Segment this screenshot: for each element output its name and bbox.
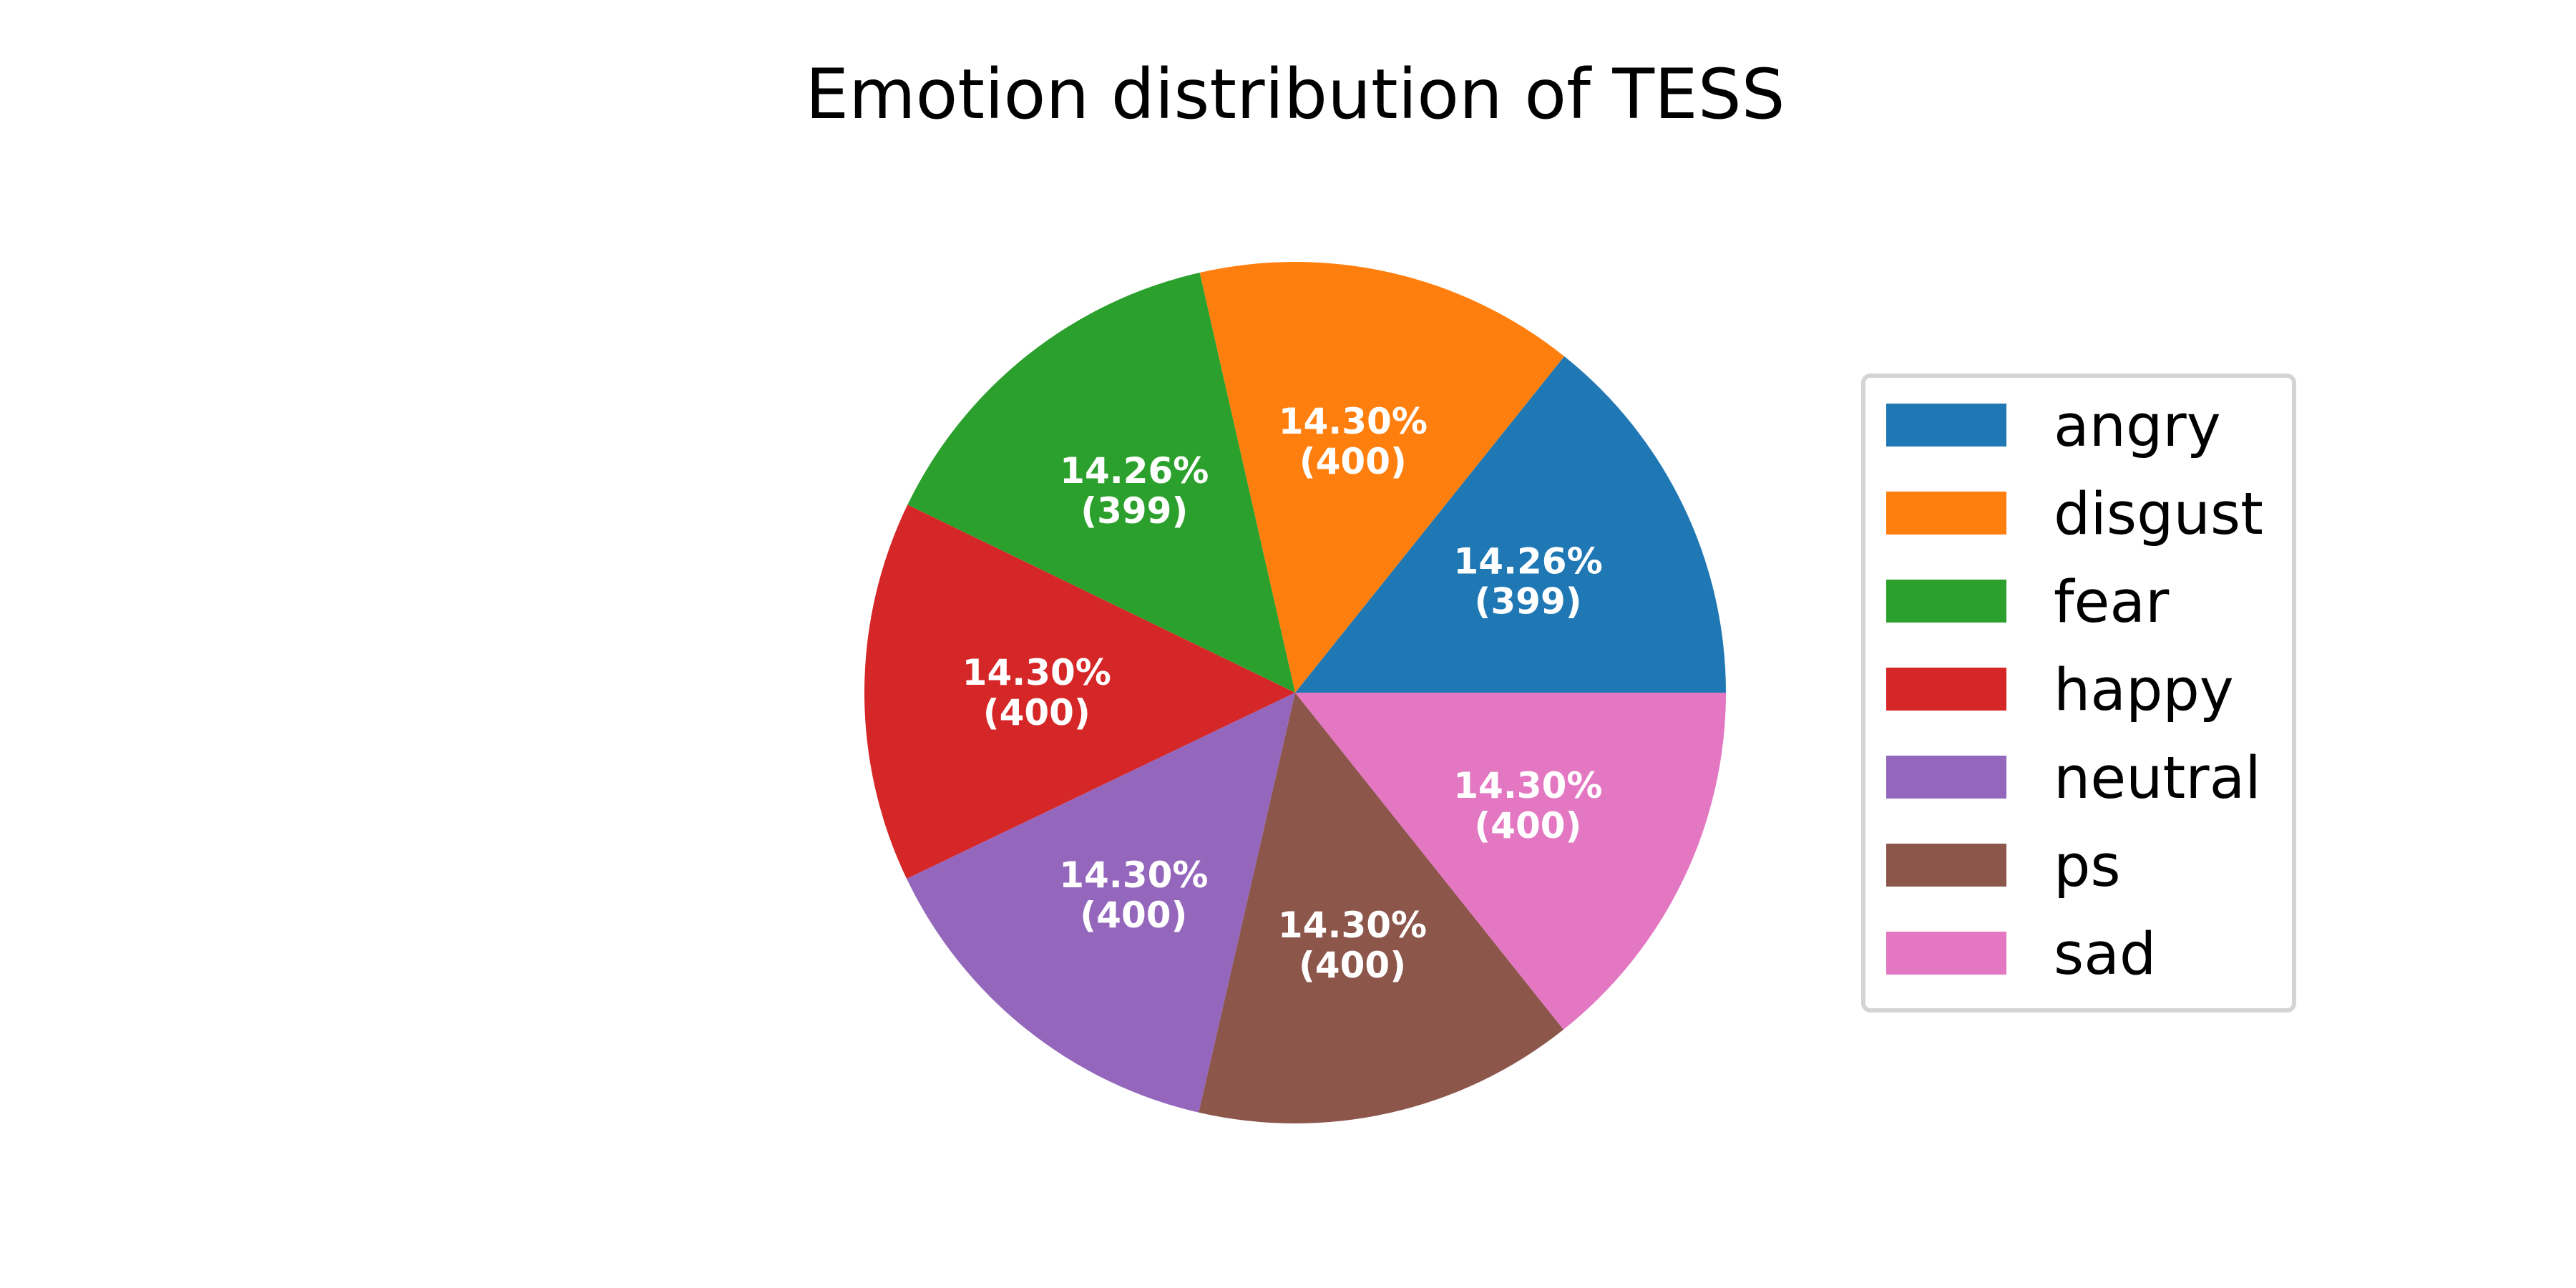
- pie-slice-angry: [1295, 356, 1726, 693]
- slice-percent-label-happy: 14.30%: [962, 652, 1111, 693]
- slice-count-label-fear: (399): [1080, 490, 1188, 532]
- legend-swatch-sad: [1886, 932, 2006, 975]
- pie-slice-sad: [1295, 693, 1726, 1030]
- slice-count-label-happy: (400): [983, 692, 1091, 733]
- slice-percent-label-neutral: 14.30%: [1059, 854, 1208, 896]
- legend: angry disgust fear happy neutral ps sad: [1861, 374, 2296, 1013]
- legend-swatch-neutral: [1886, 756, 2006, 799]
- slice-count-label-disgust: (400): [1299, 441, 1407, 482]
- legend-label-disgust: disgust: [2054, 481, 2263, 548]
- slice-count-label-angry: (399): [1475, 581, 1582, 623]
- slice-count-label-neutral: (400): [1080, 894, 1187, 936]
- slice-count-label-sad: (400): [1474, 805, 1581, 847]
- slice-count-label-ps: (400): [1299, 945, 1406, 986]
- legend-swatch-angry: [1886, 404, 2006, 447]
- slice-percent-label-angry: 14.26%: [1453, 541, 1602, 582]
- pie-slice-disgust: [1199, 262, 1565, 693]
- legend-label-angry: angry: [2054, 393, 2221, 460]
- legend-label-ps: ps: [2054, 833, 2121, 900]
- legend-label-neutral: neutral: [2054, 745, 2261, 812]
- slice-percent-label-sad: 14.30%: [1453, 765, 1602, 806]
- legend-label-happy: happy: [2054, 657, 2234, 724]
- pie-slice-neutral: [907, 693, 1295, 1113]
- slice-percent-label-ps: 14.30%: [1278, 904, 1427, 946]
- legend-swatch-fear: [1886, 580, 2006, 623]
- pie-slice-ps: [1199, 693, 1564, 1123]
- slice-percent-label-disgust: 14.30%: [1279, 401, 1428, 442]
- slice-percent-label-fear: 14.26%: [1060, 450, 1209, 492]
- legend-swatch-happy: [1886, 668, 2006, 711]
- legend-label-sad: sad: [2054, 921, 2156, 988]
- chart-title: Emotion distribution of TESS: [805, 54, 1785, 135]
- legend-label-fear: fear: [2054, 569, 2170, 636]
- pie-slices: [864, 262, 1726, 1123]
- legend-swatch-disgust: [1886, 492, 2006, 535]
- pie-slice-labels: 14.26%(399)14.30%(400)14.26%(399)14.30%(…: [962, 401, 1603, 986]
- pie-slice-fear: [907, 272, 1295, 693]
- pie-slice-happy: [864, 504, 1295, 879]
- legend-swatch-ps: [1886, 844, 2006, 887]
